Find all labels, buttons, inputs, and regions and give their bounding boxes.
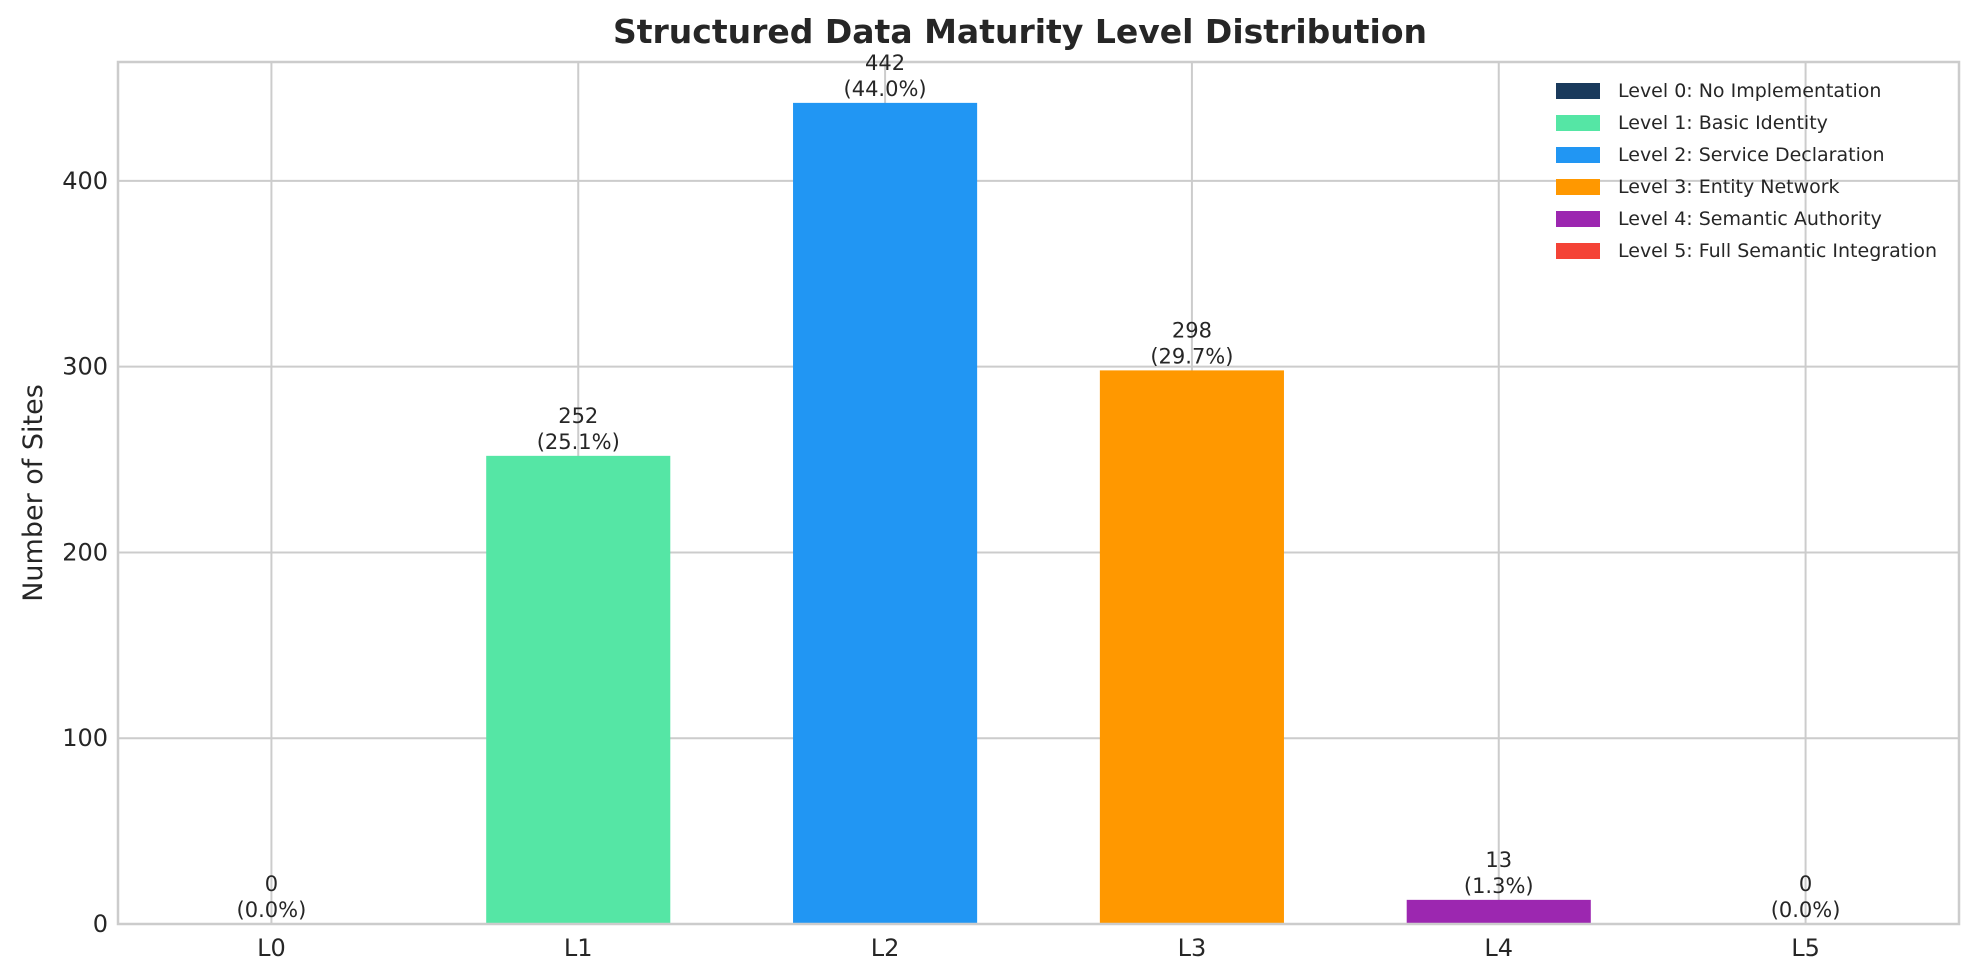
bar [1099,370,1284,924]
legend-entry: Level 1: Basic Identity [1618,112,1828,134]
labels-layer: 0(0.0%)252(25.1%)442(44.0%)298(29.7%)13(… [237,51,1841,922]
bar-percent-label: (29.7%) [1150,344,1233,368]
x-tick-label: L3 [1178,934,1207,962]
bar [793,102,978,925]
grid-layer [118,62,1959,925]
y-tick-label: 300 [62,353,108,381]
legend-swatch [1556,115,1600,131]
bar-value-label: 0 [1799,872,1812,896]
bar-value-label: 298 [1172,318,1212,342]
y-tick-label: 100 [62,724,108,752]
bar-percent-label: (25.1%) [537,430,620,454]
chart-title: Structured Data Maturity Level Distribut… [613,12,1427,51]
legend-entry: Level 4: Semantic Authority [1618,208,1882,230]
bar-percent-label: (0.0%) [1771,898,1841,922]
ticks-layer: 0 100 200 300 400 L0 L1 L2 L3 L4 L5 [62,167,1820,962]
bar-percent-label: (0.0%) [237,898,307,922]
legend-swatch [1556,83,1600,99]
x-tick-label: L4 [1484,934,1513,962]
bar-value-label: 0 [265,872,278,896]
y-tick-label: 400 [62,167,108,195]
legend-entry: Level 5: Full Semantic Integration [1618,240,1937,262]
bar [1406,899,1591,924]
y-tick-label: 0 [93,910,108,938]
bar-value-label: 252 [558,404,598,428]
bars-layer [486,102,1591,925]
y-tick-label: 200 [62,538,108,566]
legend-entry: Level 0: No Implementation [1618,80,1881,102]
legend-swatch [1556,179,1600,195]
x-tick-label: L5 [1791,934,1820,962]
bar-percent-label: (1.3%) [1464,874,1534,898]
x-tick-label: L1 [564,934,593,962]
bar-value-label: 13 [1485,848,1512,872]
bar [486,455,671,924]
legend: Level 0: No Implementation Level 1: Basic… [1556,80,1937,262]
bar-value-label: 442 [865,51,905,75]
legend-swatch [1556,243,1600,259]
legend-swatch [1556,147,1600,163]
legend-entry: Level 3: Entity Network [1618,176,1840,198]
legend-swatch [1556,211,1600,227]
bar-percent-label: (44.0%) [844,77,927,101]
y-axis-label: Number of Sites [18,384,49,602]
x-tick-label: L2 [871,934,900,962]
plot-frame [116,60,1961,926]
x-tick-label: L0 [257,934,286,962]
legend-entry: Level 2: Service Declaration [1618,144,1885,166]
